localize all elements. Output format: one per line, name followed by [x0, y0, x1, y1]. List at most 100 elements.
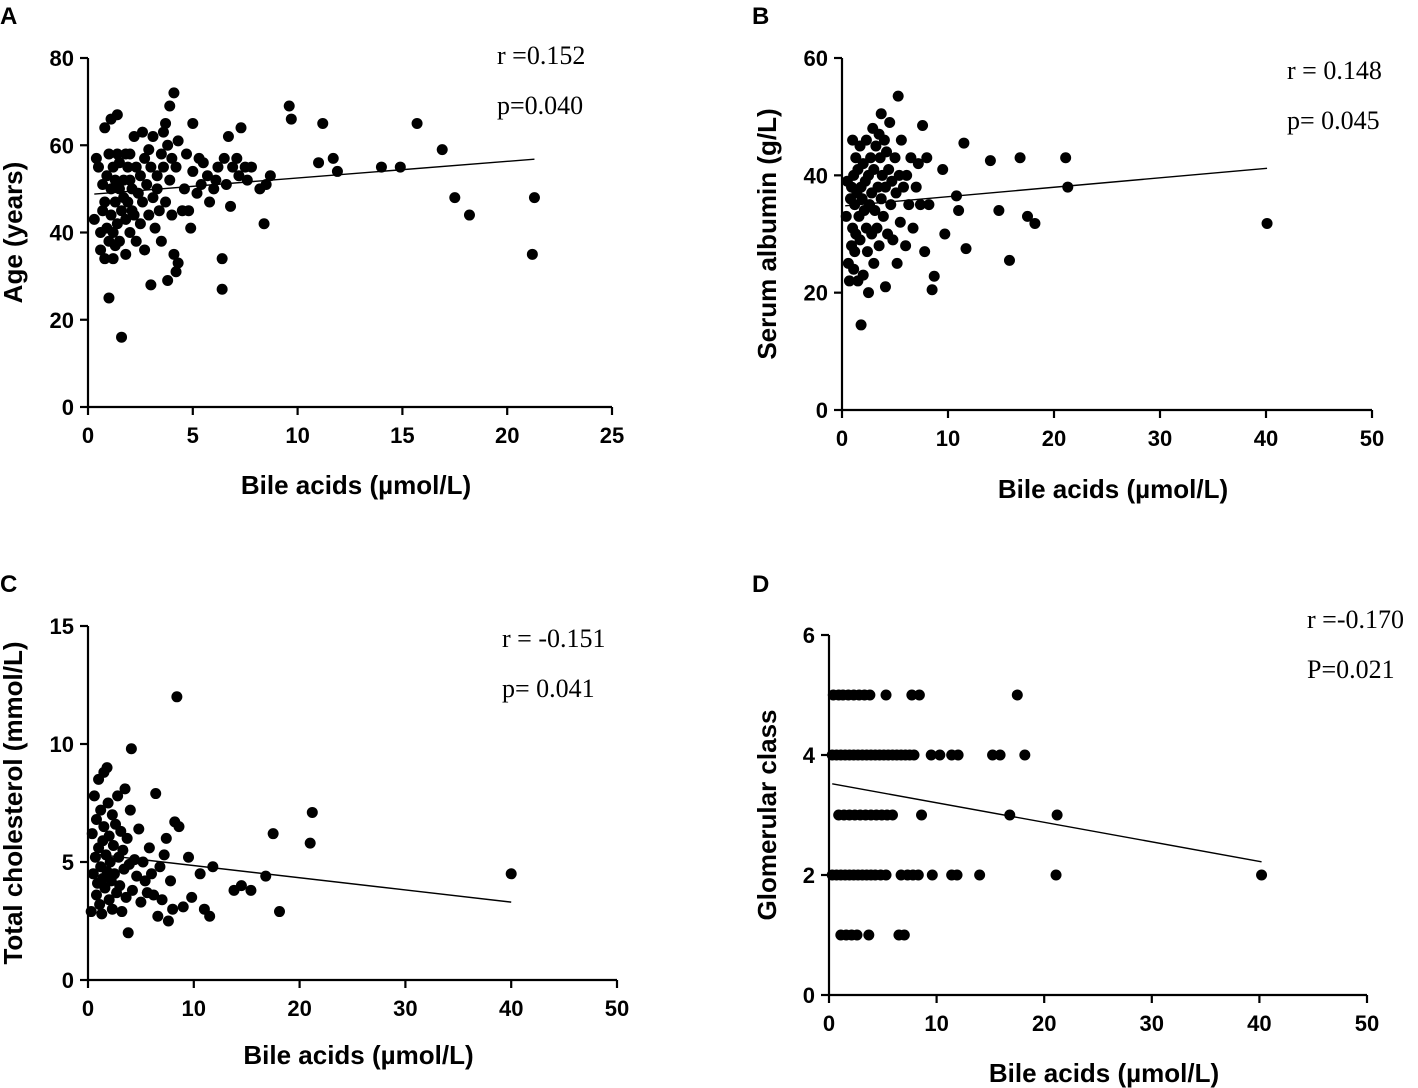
panel-letter: D	[752, 571, 769, 598]
data-point	[225, 200, 237, 212]
data-point	[958, 137, 970, 149]
data-point	[212, 161, 224, 173]
data-point	[124, 174, 136, 186]
data-point	[102, 797, 114, 809]
data-point	[227, 161, 239, 173]
y-tick-label: 40	[804, 163, 828, 188]
data-point	[97, 179, 109, 191]
data-point	[843, 275, 855, 287]
data-point	[167, 903, 179, 915]
data-point	[147, 131, 159, 143]
data-point	[375, 161, 387, 173]
data-point	[120, 248, 132, 260]
y-tick-label: 2	[803, 863, 815, 888]
x-axis-title: Bile acids (µmol/L)	[998, 474, 1228, 504]
data-point	[260, 870, 272, 882]
data-point	[122, 161, 134, 173]
data-point	[840, 210, 852, 222]
data-point	[139, 875, 151, 887]
data-point	[95, 244, 107, 256]
data-point	[99, 196, 111, 208]
data-point	[132, 187, 144, 199]
data-point	[124, 804, 136, 816]
data-point	[145, 279, 157, 291]
x-tick-label: 10	[285, 423, 309, 448]
y-tick-label: 60	[804, 46, 828, 71]
data-point	[218, 152, 230, 164]
data-point	[1011, 689, 1023, 701]
data-point	[917, 119, 929, 131]
data-point	[994, 749, 1006, 761]
data-point	[108, 868, 120, 880]
data-point	[897, 181, 909, 193]
data-point	[855, 319, 867, 331]
data-point	[122, 927, 134, 939]
data-point	[125, 743, 137, 755]
x-axis-title: Bile acids (µmol/L)	[989, 1058, 1219, 1088]
data-point	[143, 144, 155, 156]
y-axis-title: Total cholesterol (mmol/L)	[0, 641, 28, 964]
x-tick-label: 50	[1355, 1011, 1379, 1036]
data-point	[107, 253, 119, 265]
data-point	[116, 331, 128, 343]
y-tick-label: 0	[816, 398, 828, 423]
y-tick-label: 60	[50, 133, 74, 158]
data-point	[162, 915, 174, 927]
y-tick-label: 10	[50, 732, 74, 757]
data-point	[216, 283, 228, 295]
data-point	[170, 161, 182, 173]
data-point	[154, 861, 166, 873]
data-point	[993, 205, 1005, 217]
panel-letter: C	[0, 571, 17, 598]
data-point	[141, 179, 153, 191]
data-point	[868, 163, 880, 175]
data-point	[92, 161, 104, 173]
data-point	[181, 148, 193, 160]
data-point	[191, 187, 203, 199]
data-point	[149, 222, 161, 234]
data-point	[267, 828, 279, 840]
data-point	[1060, 152, 1072, 164]
data-point	[848, 263, 860, 275]
data-point	[164, 174, 176, 186]
data-point	[89, 851, 101, 863]
data-point	[926, 869, 938, 881]
data-point	[106, 809, 118, 821]
data-point	[111, 218, 123, 230]
data-point	[1256, 869, 1268, 881]
data-point	[875, 193, 887, 205]
chart-panel-a: A 0 5 10 15 20 25 0 20 40 60 80 Bile acids (µmol/L) A…	[0, 3, 624, 500]
data-point	[1050, 869, 1062, 881]
chart-panel-b: B 0 10 20 30 40 50 0 20 40 60 Bile acids (µmol/L) Se…	[752, 3, 1384, 504]
data-point	[107, 227, 119, 238]
data-point	[869, 205, 881, 217]
data-point	[880, 869, 892, 881]
x-tick-label: 20	[1042, 426, 1066, 451]
data-point	[885, 199, 897, 211]
data-point	[90, 814, 102, 826]
data-point	[96, 908, 108, 920]
data-point	[528, 192, 540, 204]
data-point	[264, 170, 276, 182]
data-point	[129, 854, 141, 866]
data-point	[105, 209, 117, 221]
data-point	[901, 169, 913, 181]
data-point	[135, 896, 147, 908]
x-tick-label: 30	[393, 996, 417, 1021]
data-point	[162, 139, 174, 151]
data-point	[160, 196, 172, 208]
data-point	[891, 257, 903, 269]
data-point	[113, 157, 125, 169]
x-tick-label: 40	[1254, 426, 1278, 451]
x-tick-label: 10	[924, 1011, 948, 1036]
data-point	[155, 148, 167, 160]
x-tick-label: 0	[82, 996, 94, 1021]
data-point	[953, 205, 965, 217]
data-point	[111, 148, 123, 160]
data-point	[101, 762, 113, 774]
data-point	[960, 243, 972, 255]
data-point	[934, 749, 946, 761]
data-point	[304, 837, 316, 849]
data-point	[222, 131, 234, 143]
data-point	[216, 253, 228, 265]
